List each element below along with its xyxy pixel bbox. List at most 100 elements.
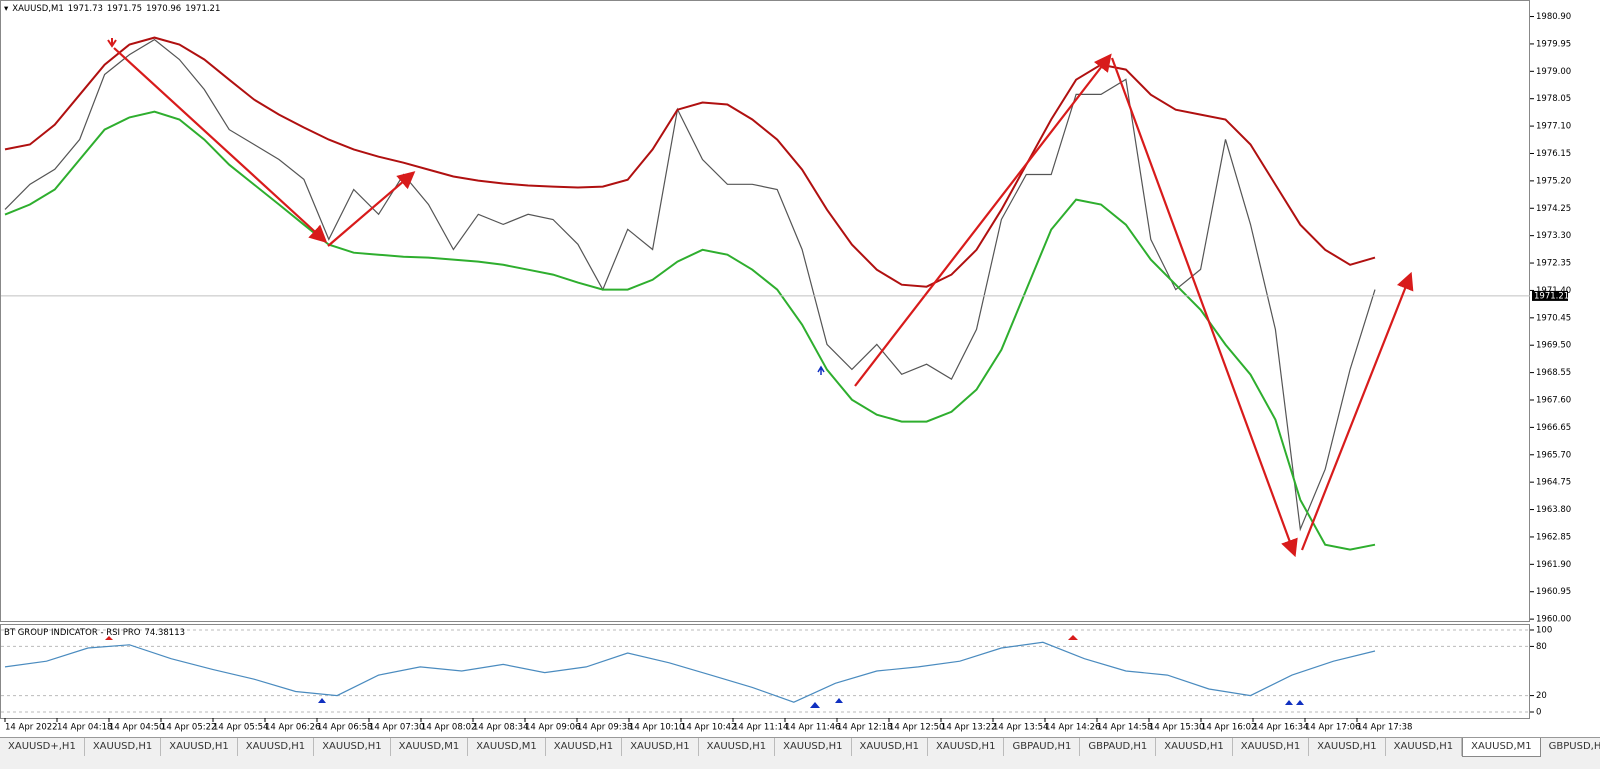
trend-arrows	[113, 47, 1414, 558]
chart-tab[interactable]: XAUUSD,H1	[852, 738, 928, 756]
current-price-box	[1532, 290, 1568, 301]
signal-arrows	[105, 38, 1304, 708]
buy-signal	[318, 698, 326, 703]
indicator-value: 74.38113	[144, 628, 186, 638]
y-tick-label: 1972.35	[1536, 259, 1571, 269]
chart-tab[interactable]: XAUUSD,H1	[1156, 738, 1233, 756]
chart-tab[interactable]: GBPAUD,H1	[1004, 738, 1081, 756]
chart-tab[interactable]: XAUUSD,M1	[1462, 738, 1541, 757]
y-tick-label: 1963.80	[1536, 505, 1571, 515]
y-tick-label: 1979.00	[1536, 67, 1571, 77]
chart-tab[interactable]: XAUUSD,H1	[1233, 738, 1310, 756]
trend-arrow	[1300, 271, 1414, 551]
y-tick-label: 1960.00	[1536, 615, 1571, 625]
x-tick-label: 14 Apr 16:34	[1253, 723, 1308, 733]
x-tick-label: 14 Apr 13:54	[993, 723, 1048, 733]
x-tick-label: 14 Apr 2022	[5, 723, 58, 733]
chart-tab[interactable]: XAUUSD,H1	[622, 738, 699, 756]
x-tick-label: 14 Apr 10:10	[629, 723, 684, 733]
x-tick-label: 14 Apr 04:18	[57, 723, 112, 733]
trend-arrow	[113, 47, 328, 243]
x-tick-label: 14 Apr 04:50	[109, 723, 164, 733]
main-plot-frame	[0, 0, 1530, 622]
chart-tab[interactable]: XAUUSD,H1	[314, 738, 391, 756]
chart-tab[interactable]: XAUUSD,H1	[1309, 738, 1386, 756]
chart-tab[interactable]: GBPUSD,H1	[1541, 738, 1600, 756]
chart-tab[interactable]: XAUUSD,H1	[238, 738, 315, 756]
sell-signal	[105, 636, 113, 640]
buy-signal	[810, 702, 820, 708]
series-line	[4, 641, 1376, 703]
y-tick-label: 1968.55	[1536, 368, 1571, 378]
x-tick-label: 14 Apr 12:18	[837, 723, 892, 733]
x-tick-label: 14 Apr 14:58	[1097, 723, 1152, 733]
sell-signal	[1068, 635, 1078, 640]
trend-arrow	[854, 53, 1112, 387]
x-tick-label: 14 Apr 07:30	[369, 723, 424, 733]
x-tick-label: 14 Apr 10:42	[681, 723, 736, 733]
chart-header: ▾ XAUUSD,M1 1971.73 1971.75 1970.96 1971.21	[4, 4, 224, 14]
chart-tab[interactable]: XAUUSD,H1	[699, 738, 776, 756]
y-tick-label: 1977.10	[1536, 122, 1571, 132]
open: 1971.73	[67, 4, 103, 14]
y-tick-label: 1960.95	[1536, 587, 1571, 597]
trend-arrow	[327, 171, 416, 247]
chart-tab[interactable]: XAUUSD,H1	[1386, 738, 1463, 756]
x-tick-label: 14 Apr 16:02	[1201, 723, 1256, 733]
chart-tab[interactable]: XAUUSD,M1	[391, 738, 469, 756]
chart-tab[interactable]: XAUUSD,H1	[775, 738, 852, 756]
x-tick-label: 14 Apr 09:06	[525, 723, 580, 733]
x-tick-label: 14 Apr 17:06	[1305, 723, 1360, 733]
series-line	[4, 110, 1376, 551]
x-tick-label: 14 Apr 06:26	[265, 723, 320, 733]
chart-tab[interactable]: XAUUSD+,H1	[0, 738, 85, 756]
chart-tab[interactable]: GBPAUD,H1	[1080, 738, 1157, 756]
tab-bar: XAUUSD+,H1 XAUUSD,H1 XAUUSD,H1 XAUUSD,H1 XAU…	[0, 737, 1600, 769]
y-tick-label: 20	[1536, 691, 1547, 701]
y-tick-label: 1974.25	[1536, 204, 1571, 214]
x-tick-label: 14 Apr 11:46	[785, 723, 840, 733]
y-tick-label: 1964.75	[1536, 478, 1571, 488]
close: 1971.21	[185, 4, 221, 14]
y-tick-label: 1976.15	[1536, 149, 1571, 159]
y-tick-label: 1980.90	[1536, 12, 1571, 22]
y-tick-label: 1978.05	[1536, 94, 1571, 104]
low: 1970.96	[146, 4, 182, 14]
chart: 1960.00 1960.95 1961.90 1962.85 1963.80 1964.…	[0, 0, 1571, 733]
collapse-icon: ▾	[4, 4, 9, 14]
indicator-header: BT GROUP INDICATOR - RSI PRO 74.38113	[4, 628, 189, 638]
y-tick-label: 1962.85	[1536, 532, 1571, 542]
x-tick-label: 14 Apr 06:58	[317, 723, 372, 733]
x-tick-label: 14 Apr 13:22	[941, 723, 996, 733]
x-tick-label: 14 Apr 14:26	[1045, 723, 1100, 733]
buy-signal	[817, 365, 825, 375]
buy-signal	[835, 698, 843, 703]
x-tick-label: 14 Apr 11:14	[733, 723, 788, 733]
high: 1971.75	[106, 4, 143, 14]
y-tick-label: 0	[1536, 708, 1541, 718]
sell-signal	[107, 38, 117, 48]
chart-tab[interactable]: XAUUSD,M1	[468, 738, 546, 756]
x-tick-label: 14 Apr 12:50	[889, 723, 944, 733]
chart-tab[interactable]: XAUUSD,H1	[546, 738, 623, 756]
x-tick-label: 14 Apr 05:54	[213, 723, 268, 733]
y-tick-label: 1965.70	[1536, 450, 1571, 460]
chart-tab[interactable]: XAUUSD,H1	[85, 738, 162, 756]
series-layer	[1, 36, 1530, 713]
y-tick-label: 1969.50	[1536, 341, 1571, 351]
buy-signal	[1285, 700, 1304, 705]
y-tick-label: 80	[1536, 642, 1547, 652]
y-tick-label: 1967.60	[1536, 395, 1571, 405]
x-tick-label: 14 Apr 15:30	[1149, 723, 1204, 733]
chart-tab[interactable]: XAUUSD,H1	[928, 738, 1005, 756]
price-line	[4, 38, 1376, 532]
y-tick-label: 1961.90	[1536, 560, 1571, 570]
indicator-name: BT GROUP INDICATOR - RSI PRO	[4, 628, 141, 638]
y-tick-label: 1970.45	[1536, 313, 1571, 323]
sub-plot-frame	[0, 624, 1530, 719]
chart-tab[interactable]: XAUUSD,H1	[161, 738, 238, 756]
x-tick-label: 14 Apr 08:34	[473, 723, 528, 733]
